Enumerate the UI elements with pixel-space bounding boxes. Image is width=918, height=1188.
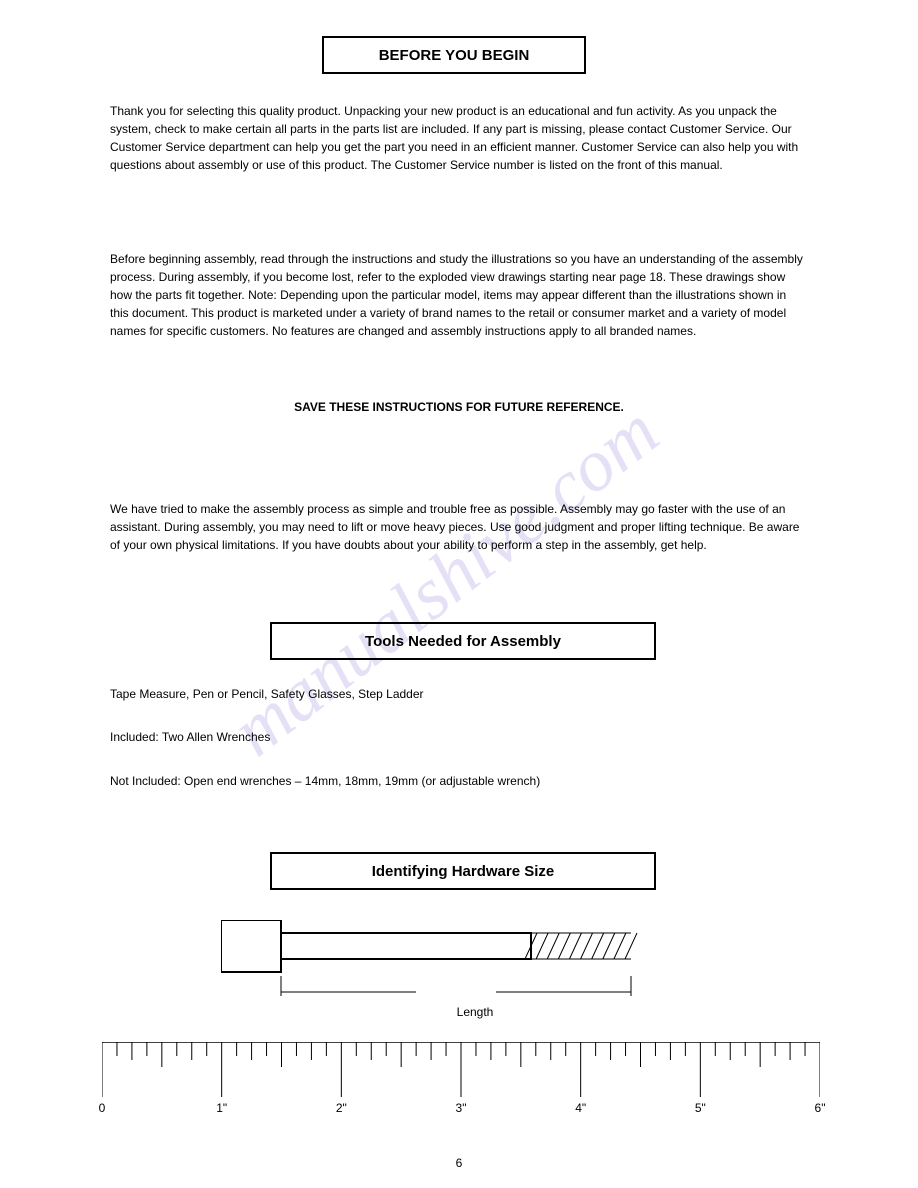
- length-label: Length: [300, 1005, 650, 1019]
- paragraph-intro: Thank you for selecting this quality pro…: [110, 102, 808, 174]
- ruler-label-1: 1": [216, 1101, 227, 1115]
- ruler-label-0: 0: [99, 1101, 106, 1115]
- page-number: 6: [0, 1156, 918, 1170]
- hardware-heading-text: Identifying Hardware Size: [372, 863, 555, 880]
- ruler-labels: 01"2"3"4"5"6": [102, 1101, 820, 1121]
- title-box: BEFORE YOU BEGIN: [322, 36, 586, 74]
- ruler-label-2: 2": [336, 1101, 347, 1115]
- tools-heading-box: Tools Needed for Assembly: [270, 622, 656, 660]
- svg-text:manualshive.com: manualshive.com: [217, 390, 674, 772]
- paragraph-safety: We have tried to make the assembly proce…: [110, 500, 808, 554]
- tools-line-1: Tape Measure, Pen or Pencil, Safety Glas…: [110, 685, 808, 704]
- tools-line-3: Not Included: Open end wrenches – 14mm, …: [110, 772, 808, 791]
- title-text: BEFORE YOU BEGIN: [379, 47, 530, 64]
- bolt-diagram: [221, 920, 731, 1010]
- ruler-diagram: [102, 1042, 820, 1097]
- tools-line-2: Included: Two Allen Wrenches: [110, 728, 808, 747]
- paragraph-assembly: Before beginning assembly, read through …: [110, 250, 808, 340]
- ruler-label-3: 3": [456, 1101, 467, 1115]
- ruler-label-4: 4": [575, 1101, 586, 1115]
- tools-heading-text: Tools Needed for Assembly: [365, 633, 561, 650]
- ruler-label-6: 6": [815, 1101, 826, 1115]
- ruler-label-5: 5": [695, 1101, 706, 1115]
- paragraph-save: SAVE THESE INSTRUCTIONS FOR FUTURE REFER…: [0, 398, 918, 416]
- watermark: manualshive.com: [100, 300, 820, 900]
- hardware-heading-box: Identifying Hardware Size: [270, 852, 656, 890]
